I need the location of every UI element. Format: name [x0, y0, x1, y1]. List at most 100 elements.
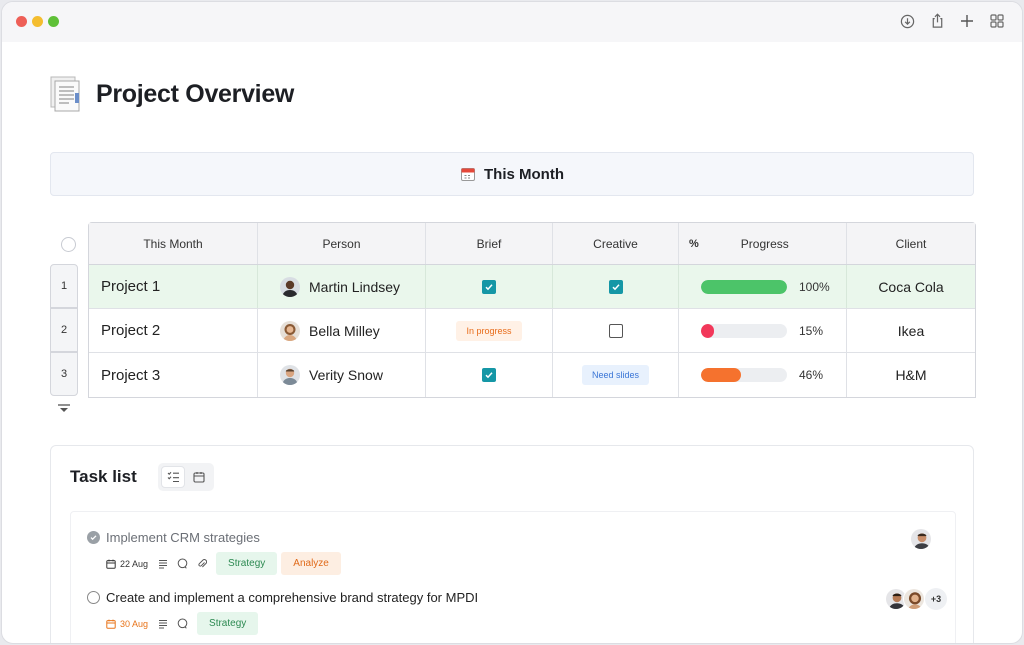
task-list: Implement CRM strategies 22 Aug: [70, 511, 956, 643]
row-number[interactable]: 1: [50, 264, 78, 308]
select-all-radio[interactable]: [61, 237, 76, 252]
header-person[interactable]: Person: [258, 223, 426, 264]
projects-table: This Month Person Brief Creative % Progr…: [88, 222, 976, 398]
project-name: Project 3: [101, 366, 161, 384]
progress-bar: [701, 368, 787, 382]
project-name: Project 1: [101, 278, 161, 295]
tag-strategy[interactable]: Strategy: [216, 552, 278, 575]
document-icon: [48, 76, 82, 112]
calendar-icon: [106, 619, 116, 629]
creative-cell[interactable]: Need slides: [553, 353, 679, 397]
tag-strategy[interactable]: Strategy: [197, 612, 259, 635]
progress-bar: [701, 323, 787, 338]
brief-checkbox[interactable]: [482, 368, 496, 382]
table-row[interactable]: Project 2 Bella Milley In progress 15% I…: [89, 309, 975, 353]
person-name: Martin Lindsey: [309, 278, 401, 295]
progress-cell[interactable]: 100%: [679, 265, 847, 308]
brief-cell[interactable]: In progress: [426, 309, 553, 352]
client-cell[interactable]: H&M: [895, 367, 927, 383]
progress-value: 100%: [799, 279, 830, 294]
sort-filter-icon[interactable]: [57, 401, 71, 412]
creative-cell[interactable]: [553, 309, 679, 352]
client-cell[interactable]: Coca Cola: [878, 278, 944, 295]
task-due-date[interactable]: 30 Aug: [106, 619, 148, 629]
header-client[interactable]: Client: [895, 236, 927, 251]
avatar: [885, 588, 907, 610]
brief-cell[interactable]: [426, 353, 553, 397]
header-progress[interactable]: % Progress: [679, 223, 847, 264]
attachment-icon[interactable]: [197, 558, 208, 569]
task-date-text: 22 Aug: [120, 558, 149, 569]
title-bar: [2, 2, 1022, 42]
project-name-cell[interactable]: Project 2: [89, 309, 258, 352]
grid-view-icon[interactable]: [988, 12, 1006, 30]
header-this-month[interactable]: This Month: [89, 223, 258, 264]
maximize-window-button[interactable]: [48, 16, 59, 27]
project-name: Project 2: [101, 322, 161, 339]
task-name[interactable]: Implement CRM strategies: [106, 530, 260, 545]
creative-cell[interactable]: [553, 265, 679, 308]
page-title: Project Overview: [96, 79, 295, 108]
list-item[interactable]: Implement CRM strategies 22 Aug: [87, 530, 345, 575]
brief-status-badge: In progress: [456, 320, 522, 341]
calendar-emoji-icon: [460, 166, 476, 182]
header-progress-label: Progress: [740, 236, 789, 251]
more-assignees-count[interactable]: +3: [925, 588, 947, 610]
list-item[interactable]: Create and implement a comprehensive bra…: [87, 590, 478, 635]
brief-checkbox[interactable]: [482, 279, 496, 294]
table-row[interactable]: Project 3 Verity Snow Need slides 46% H&…: [89, 353, 975, 397]
calendar-view-button[interactable]: [187, 466, 211, 488]
avatar: [910, 528, 932, 550]
progress-value: 15%: [799, 323, 824, 338]
task-name[interactable]: Create and implement a comprehensive bra…: [106, 590, 479, 605]
header-brief[interactable]: Brief: [426, 223, 553, 264]
list-view-button[interactable]: [161, 466, 185, 488]
comment-icon[interactable]: [177, 618, 188, 629]
header-creative[interactable]: Creative: [553, 223, 679, 264]
progress-bar: [701, 279, 787, 294]
progress-bar-fill: [701, 323, 714, 338]
page-header: Project Overview: [48, 76, 294, 112]
creative-checkbox[interactable]: [608, 323, 623, 338]
minimize-window-button[interactable]: [32, 16, 43, 27]
task-list-title: Task list: [70, 467, 137, 486]
task-done-icon[interactable]: [87, 531, 100, 544]
creative-status-badge: Need slides: [581, 365, 650, 385]
calendar-icon: [106, 559, 116, 569]
task-due-date[interactable]: 22 Aug: [106, 559, 148, 569]
project-name-cell[interactable]: Project 1: [89, 265, 258, 308]
description-icon[interactable]: [158, 619, 168, 629]
avatar: [903, 588, 925, 610]
brief-cell[interactable]: [426, 265, 553, 308]
progress-cell[interactable]: 46%: [679, 353, 847, 397]
description-icon[interactable]: [158, 559, 168, 569]
person-cell[interactable]: Bella Milley: [258, 309, 426, 352]
progress-bar-fill: [701, 279, 787, 294]
project-name-cell[interactable]: Project 3: [89, 353, 258, 397]
client-cell[interactable]: Ikea: [897, 322, 925, 339]
banner-label: This Month: [484, 165, 564, 183]
share-icon[interactable]: [928, 12, 946, 30]
person-cell[interactable]: Verity Snow: [258, 353, 426, 397]
progress-value: 46%: [799, 368, 824, 382]
creative-checkbox[interactable]: [608, 279, 623, 294]
plus-icon[interactable]: [958, 12, 976, 30]
tag-analyze[interactable]: Analyze: [281, 552, 341, 575]
percent-type-icon: %: [689, 237, 699, 250]
task-assignees[interactable]: +3: [885, 588, 947, 610]
progress-cell[interactable]: 15%: [679, 309, 847, 352]
person-cell[interactable]: Martin Lindsey: [258, 265, 426, 308]
close-window-button[interactable]: [16, 16, 27, 27]
person-name: Verity Snow: [309, 367, 383, 383]
comment-icon[interactable]: [177, 558, 188, 569]
row-number[interactable]: 2: [50, 308, 78, 352]
table-row[interactable]: Project 1 Martin Lindsey 100% Coca Cola: [89, 265, 975, 309]
avatar: [280, 320, 300, 341]
download-icon[interactable]: [898, 12, 916, 30]
task-list-card: Task list Implement CRM strategies: [50, 445, 974, 643]
task-open-icon[interactable]: [87, 591, 100, 604]
row-number[interactable]: 3: [50, 352, 78, 396]
task-assignees[interactable]: [910, 528, 932, 550]
row-number-column: 1 2 3: [50, 264, 78, 396]
